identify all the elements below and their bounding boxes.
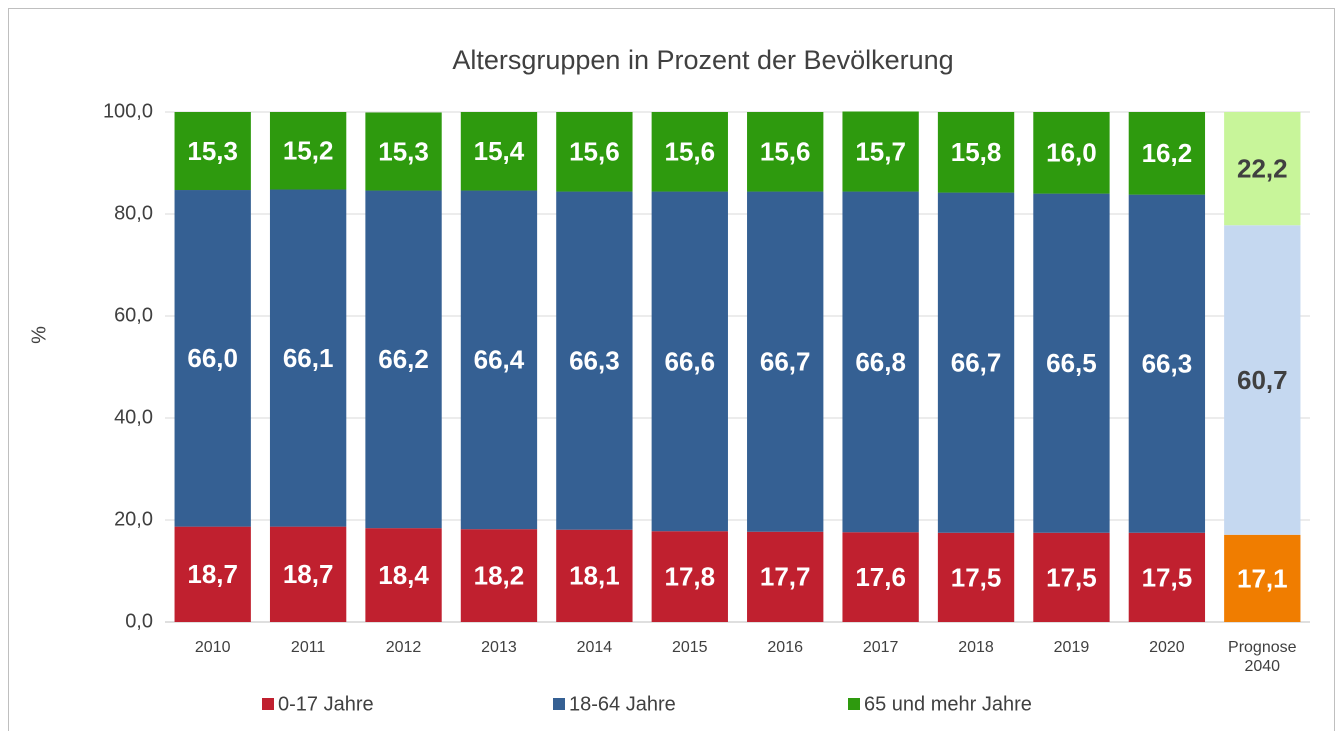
data-label: 17,6 xyxy=(855,562,906,592)
bar-segment xyxy=(1033,112,1110,194)
y-tick-label: 80,0 xyxy=(114,202,153,224)
bar-segment xyxy=(556,112,633,192)
y-tick-label: 20,0 xyxy=(114,508,153,530)
x-tick-label: 2014 xyxy=(577,639,613,656)
data-label: 60,7 xyxy=(1237,365,1288,395)
bar-segment xyxy=(1128,532,1206,622)
x-tick-label: 2018 xyxy=(958,639,994,656)
y-tick-label: 100,0 xyxy=(103,100,153,122)
bar-segment xyxy=(1224,225,1301,535)
bar-segment xyxy=(556,529,633,622)
data-label: 15,2 xyxy=(283,136,334,166)
bar-segment xyxy=(651,531,728,622)
bar-segment xyxy=(842,191,919,533)
data-label: 16,2 xyxy=(1142,138,1193,168)
bar-segment xyxy=(651,112,728,192)
data-label: 66,7 xyxy=(951,348,1002,378)
data-label: 18,4 xyxy=(378,560,429,590)
x-tick-label: 2020 xyxy=(1149,639,1185,656)
y-tick-label: 60,0 xyxy=(114,304,153,326)
bar-segment xyxy=(1128,112,1206,195)
data-label: 15,3 xyxy=(187,136,238,166)
x-tick-label: 2010 xyxy=(195,639,231,656)
y-axis-label: % xyxy=(28,326,50,344)
bar-segment xyxy=(460,112,538,191)
x-tick-label: 2017 xyxy=(863,639,899,656)
bar-segment xyxy=(174,190,251,527)
legend-label: 65 und mehr Jahre xyxy=(864,693,1032,715)
bar-segment xyxy=(1224,534,1301,622)
x-tick-label: 2015 xyxy=(672,639,708,656)
bar-segment xyxy=(460,190,538,530)
data-label: 16,0 xyxy=(1046,138,1097,168)
bar-segment xyxy=(365,528,442,622)
data-label: 66,7 xyxy=(760,347,811,377)
bar-segment xyxy=(651,191,728,532)
data-label: 66,1 xyxy=(283,343,334,373)
data-label: 17,1 xyxy=(1237,563,1288,593)
bar-segment xyxy=(365,112,442,191)
data-label: 18,7 xyxy=(187,559,238,589)
bar-segment xyxy=(1033,532,1110,622)
data-label: 66,8 xyxy=(855,347,906,377)
bar-segment xyxy=(747,112,824,192)
bar-segment xyxy=(937,192,1015,533)
data-label: 17,5 xyxy=(951,562,1002,592)
data-label: 66,2 xyxy=(378,344,429,374)
legend-swatch xyxy=(553,698,565,710)
data-label: 15,4 xyxy=(474,136,525,166)
x-tick-label: 2012 xyxy=(386,639,422,656)
data-label: 66,0 xyxy=(187,343,238,373)
data-label: 15,6 xyxy=(664,137,715,167)
bar-segment xyxy=(269,526,347,622)
x-tick-label: 2013 xyxy=(481,639,517,656)
data-label: 17,5 xyxy=(1046,562,1097,592)
data-label: 18,7 xyxy=(283,559,334,589)
x-tick-label: Prognose 2040 xyxy=(1228,639,1297,675)
data-label: 66,4 xyxy=(474,345,525,375)
bar-segment xyxy=(174,112,251,191)
bar-segment xyxy=(556,191,633,530)
data-label: 22,2 xyxy=(1237,153,1288,183)
legend-swatch xyxy=(262,698,274,710)
data-label: 15,8 xyxy=(951,137,1002,167)
bar-segment xyxy=(174,526,251,622)
data-label: 15,6 xyxy=(760,137,811,167)
data-label: 17,5 xyxy=(1142,562,1193,592)
x-tick-label: 2016 xyxy=(767,639,803,656)
data-label: 17,7 xyxy=(760,562,811,592)
data-label: 18,2 xyxy=(474,560,525,590)
data-label: 18,1 xyxy=(569,561,620,591)
data-label: 66,5 xyxy=(1046,348,1097,378)
bar-segment xyxy=(747,191,824,532)
data-label: 17,8 xyxy=(664,561,715,591)
x-tick-label: 2011 xyxy=(291,639,326,656)
x-tick-label: 2019 xyxy=(1054,639,1090,656)
data-label: 66,3 xyxy=(1142,349,1193,379)
bar-segment xyxy=(269,112,347,190)
bar-segment xyxy=(269,189,347,527)
y-tick-label: 40,0 xyxy=(114,406,153,428)
legend-label: 18-64 Jahre xyxy=(569,693,676,715)
bar-segment xyxy=(1033,193,1110,533)
bar-segment xyxy=(747,531,824,622)
data-label: 66,3 xyxy=(569,346,620,376)
bar-segment xyxy=(1224,112,1301,226)
bar-segment xyxy=(937,532,1015,622)
bar-segment xyxy=(842,111,919,192)
data-label: 66,6 xyxy=(664,346,715,376)
data-label: 15,3 xyxy=(378,136,429,166)
bar-segment xyxy=(937,112,1015,193)
bar-segment xyxy=(460,529,538,622)
bar-segment xyxy=(1128,194,1206,533)
chart-title: Altersgruppen in Prozent der Bevölkerung xyxy=(452,45,953,75)
bar-segment xyxy=(365,190,442,529)
data-label: 15,7 xyxy=(855,136,906,166)
legend-swatch xyxy=(848,698,860,710)
bar-segment xyxy=(842,532,919,622)
y-tick-label: 0,0 xyxy=(125,610,153,632)
legend-label: 0-17 Jahre xyxy=(278,693,374,715)
data-label: 15,6 xyxy=(569,137,620,167)
